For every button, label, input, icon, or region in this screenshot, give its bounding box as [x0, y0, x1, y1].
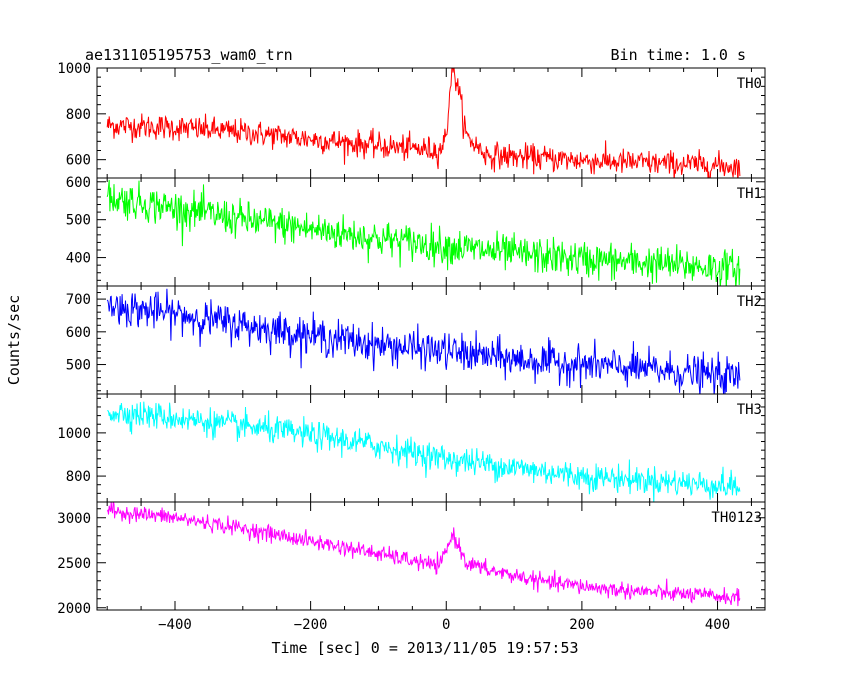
x-tick-label: 400 — [705, 617, 730, 633]
series-line-th1 — [106, 179, 741, 286]
y-axis-label: Counts/sec — [5, 295, 23, 385]
y-tick-label: 2500 — [57, 556, 91, 572]
panel-label-th0123: TH0123 — [711, 510, 762, 526]
y-tick-label: 600 — [66, 325, 91, 341]
panel-th0: 600 800 1000 TH0 — [57, 61, 766, 179]
y-tick-label: 800 — [66, 107, 91, 123]
y-tick-label: 1000 — [57, 61, 91, 77]
y-tick-label: 600 — [66, 175, 91, 191]
x-axis-label: Time [sec] 0 = 2013/11/05 19:57:53 — [271, 639, 578, 657]
panel-label-th3: TH3 — [737, 402, 762, 418]
y-tick-label: 2000 — [57, 601, 91, 617]
panel-frame — [96, 67, 766, 179]
y-tick-label: 400 — [66, 251, 91, 267]
panel-th0123: 2000 2500 3000 TH0123 −400 −200 0 200 400 — [57, 501, 766, 633]
y-tick-label: 500 — [66, 213, 91, 229]
panel-stack: 600 800 1000 TH0 400 500 600 TH1 500 600 700 TH2 800… — [57, 61, 766, 633]
y-tick-label: 500 — [66, 358, 91, 374]
series-line-th3 — [107, 401, 741, 502]
x-tick-label: 0 — [442, 617, 450, 633]
x-tick-label: −200 — [294, 617, 328, 633]
panel-label-th1: TH1 — [737, 186, 762, 202]
y-tick-label: 800 — [66, 469, 91, 485]
series-line-th0 — [106, 68, 741, 178]
panel-label-th0: TH0 — [737, 76, 762, 92]
panel-th3: 800 1000 TH3 — [57, 393, 766, 503]
panel-th1: 400 500 600 TH1 — [66, 175, 766, 287]
y-tick-label: 3000 — [57, 511, 91, 527]
x-tick-label: 200 — [569, 617, 594, 633]
y-tick-label: 700 — [66, 292, 91, 308]
y-tick-label: 1000 — [57, 426, 91, 442]
series-line-th2 — [106, 288, 741, 394]
series-line-th0123 — [106, 502, 741, 607]
panel-frame — [96, 501, 766, 611]
panel-label-th2: TH2 — [737, 294, 762, 310]
figure-title: ae131105195753_wam0_trn — [85, 46, 293, 64]
y-tick-label: 600 — [66, 153, 91, 169]
x-tick-label: −400 — [158, 617, 192, 633]
panel-th2: 500 600 700 TH2 — [66, 285, 766, 395]
bin-time-label: Bin time: 1.0 s — [611, 46, 746, 64]
